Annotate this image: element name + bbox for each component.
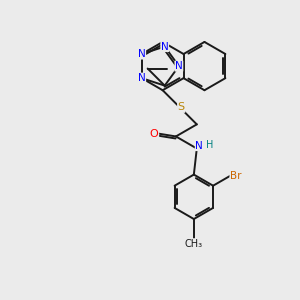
Text: N: N <box>161 42 169 52</box>
Text: N: N <box>138 73 146 83</box>
Text: S: S <box>178 102 185 112</box>
Text: Br: Br <box>230 171 242 181</box>
Text: O: O <box>150 128 159 139</box>
Text: N: N <box>195 141 203 151</box>
Text: CH₃: CH₃ <box>185 239 203 249</box>
Text: H: H <box>206 140 214 150</box>
Text: N: N <box>138 49 146 59</box>
Text: N: N <box>175 61 183 71</box>
